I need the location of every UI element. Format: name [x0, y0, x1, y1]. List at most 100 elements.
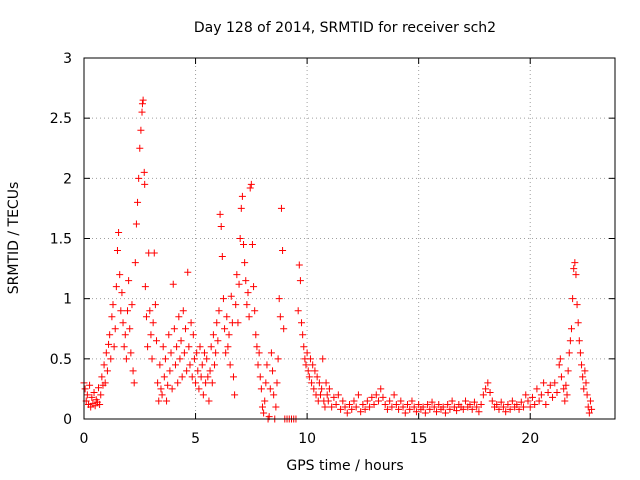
data-point — [233, 271, 241, 279]
data-point — [214, 337, 222, 345]
data-point — [245, 313, 253, 321]
data-point — [450, 403, 458, 411]
data-point — [446, 405, 454, 413]
data-point — [573, 301, 581, 309]
data-point — [322, 379, 330, 387]
data-point — [164, 381, 172, 389]
data-point — [180, 349, 188, 357]
data-point — [383, 405, 391, 413]
data-point — [477, 401, 485, 409]
data-point — [544, 389, 552, 397]
data-point — [565, 349, 573, 357]
data-point — [381, 401, 389, 409]
data-point — [528, 393, 536, 401]
data-point — [556, 355, 564, 363]
data-point — [225, 331, 233, 339]
data-point — [260, 409, 268, 417]
data-point — [479, 391, 487, 399]
x-axis-label: GPS time / hours — [286, 458, 403, 474]
data-point — [254, 361, 262, 369]
data-point — [146, 307, 154, 315]
data-point — [141, 283, 149, 291]
data-point — [426, 405, 434, 413]
data-point — [170, 325, 178, 333]
data-point — [119, 319, 127, 327]
data-point — [103, 367, 111, 375]
data-point — [236, 235, 244, 242]
data-point — [392, 401, 400, 409]
data-point — [159, 343, 167, 351]
data-point — [462, 397, 470, 405]
data-point — [522, 391, 530, 399]
data-point — [199, 391, 207, 399]
data-point — [138, 108, 146, 116]
data-point — [332, 401, 340, 409]
data-point — [250, 283, 258, 291]
data-point — [176, 355, 184, 363]
y-tick-label: 1 — [63, 292, 72, 308]
data-point — [298, 319, 306, 327]
data-point — [252, 331, 260, 339]
data-point — [91, 402, 99, 410]
data-point — [203, 355, 211, 363]
data-point — [310, 385, 318, 393]
data-point — [324, 397, 332, 405]
data-point — [232, 301, 240, 309]
data-point — [571, 259, 579, 267]
data-point — [563, 391, 571, 399]
data-point — [502, 408, 510, 416]
data-point — [444, 401, 452, 409]
data-point — [247, 180, 255, 188]
y-tick-label: 0.5 — [50, 352, 72, 368]
data-point — [109, 301, 117, 309]
data-point — [234, 319, 242, 327]
data-point — [153, 337, 161, 345]
data-point — [154, 379, 162, 387]
data-point — [585, 409, 593, 417]
data-point — [202, 379, 210, 387]
data-point — [428, 398, 436, 406]
data-point — [397, 397, 405, 405]
x-tick-label: 20 — [521, 431, 539, 447]
data-point — [132, 220, 140, 228]
data-point — [531, 401, 539, 409]
data-point — [223, 313, 231, 321]
data-point — [270, 391, 278, 399]
data-point — [209, 331, 217, 339]
data-point — [208, 379, 216, 387]
data-point — [167, 349, 175, 357]
data-point — [121, 331, 129, 339]
data-point — [112, 283, 120, 291]
data-point — [453, 407, 461, 415]
data-point — [574, 319, 582, 327]
data-point — [390, 391, 398, 399]
data-point — [156, 361, 164, 369]
data-point — [404, 401, 412, 409]
data-point — [127, 349, 135, 357]
data-point — [148, 355, 156, 363]
data-point — [433, 408, 441, 416]
plot-frame — [83, 57, 616, 420]
data-point — [101, 379, 109, 387]
data-point — [198, 361, 206, 369]
data-point — [300, 343, 308, 351]
data-point — [173, 343, 181, 351]
data-point — [325, 385, 333, 393]
data-point — [158, 391, 166, 399]
data-point — [412, 408, 420, 416]
data-point — [508, 397, 516, 405]
data-point — [192, 379, 200, 387]
data-point — [217, 222, 225, 230]
data-point — [147, 331, 155, 339]
data-point — [207, 343, 215, 351]
data-point — [535, 397, 543, 405]
data-point — [160, 373, 168, 381]
frame-layer — [83, 57, 616, 420]
data-point — [242, 277, 250, 285]
data-point — [224, 343, 232, 351]
data-point — [118, 289, 126, 297]
data-point — [517, 398, 525, 406]
data-point — [499, 403, 507, 411]
data-point — [459, 405, 467, 413]
data-point — [280, 325, 288, 333]
